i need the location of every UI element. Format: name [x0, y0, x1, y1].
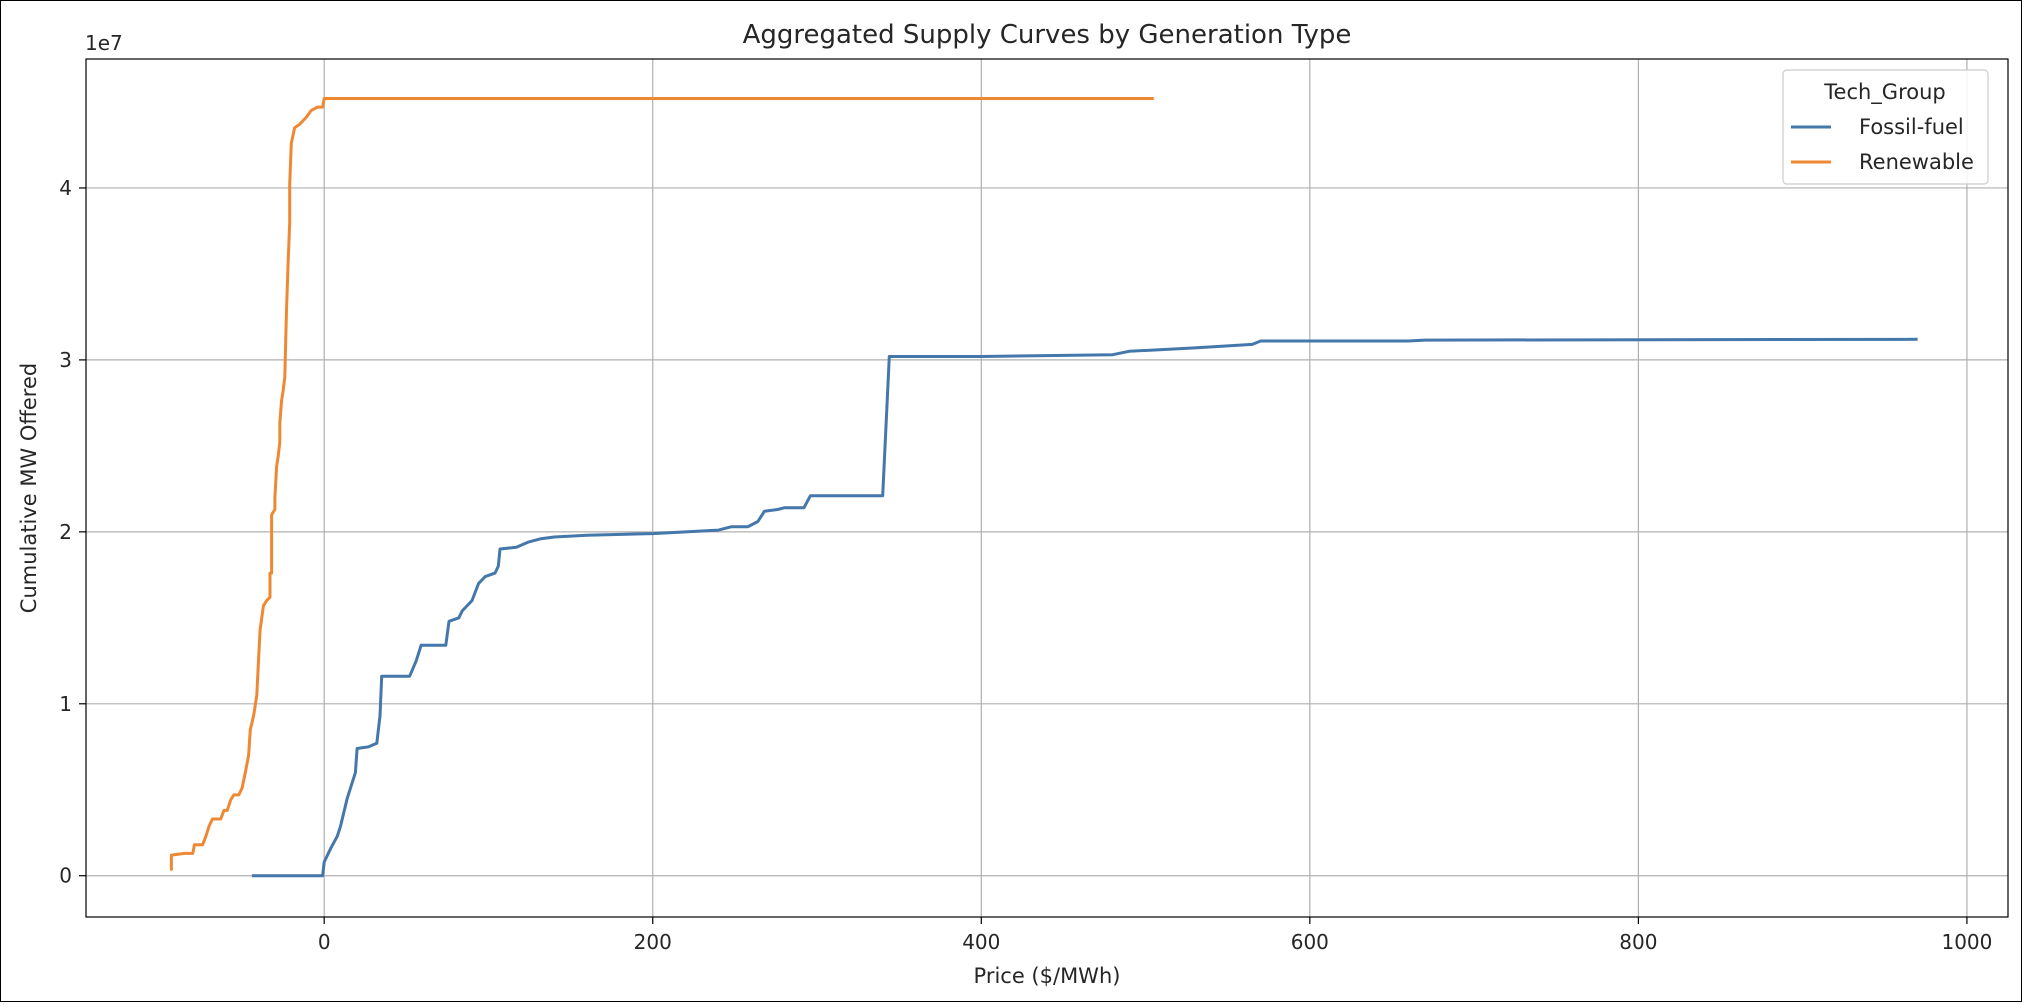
y-tick-label: 3 — [59, 348, 72, 372]
y-tick-label: 4 — [59, 176, 72, 200]
legend: Tech_Group Fossil-fuel Renewable — [1782, 69, 1989, 185]
y-tick-label: 1 — [59, 692, 72, 716]
legend-box — [1782, 69, 1989, 185]
series-lines — [169, 97, 1918, 878]
legend-label-fossil-fuel: Fossil-fuel — [1859, 115, 1964, 139]
y-offset-label: 1e7 — [85, 31, 123, 55]
series-line-renewable — [169, 97, 1154, 871]
x-tick-label: 200 — [634, 930, 672, 954]
series-line-fossil-fuel — [251, 337, 1918, 878]
axis-ticks: 0 200 400 600 800 1000 0 1 2 3 4 — [59, 176, 1992, 954]
plot-area-border — [85, 58, 2009, 918]
y-axis-label: Cumulative MW Offered — [17, 363, 41, 613]
y-tick-label: 2 — [59, 520, 72, 544]
x-tick-label: 800 — [1619, 930, 1657, 954]
x-tick-label: 600 — [1291, 930, 1329, 954]
x-axis-label: Price ($/MWh) — [974, 964, 1121, 988]
y-tick-label: 0 — [59, 864, 72, 888]
legend-title: Tech_Group — [1823, 80, 1945, 105]
grid — [86, 59, 2008, 917]
x-tick-label: 0 — [318, 930, 331, 954]
chart-title: Aggregated Supply Curves by Generation T… — [743, 20, 1352, 50]
legend-label-renewable: Renewable — [1859, 150, 1974, 174]
x-tick-label: 400 — [962, 930, 1000, 954]
x-tick-label: 1000 — [1941, 930, 1992, 954]
